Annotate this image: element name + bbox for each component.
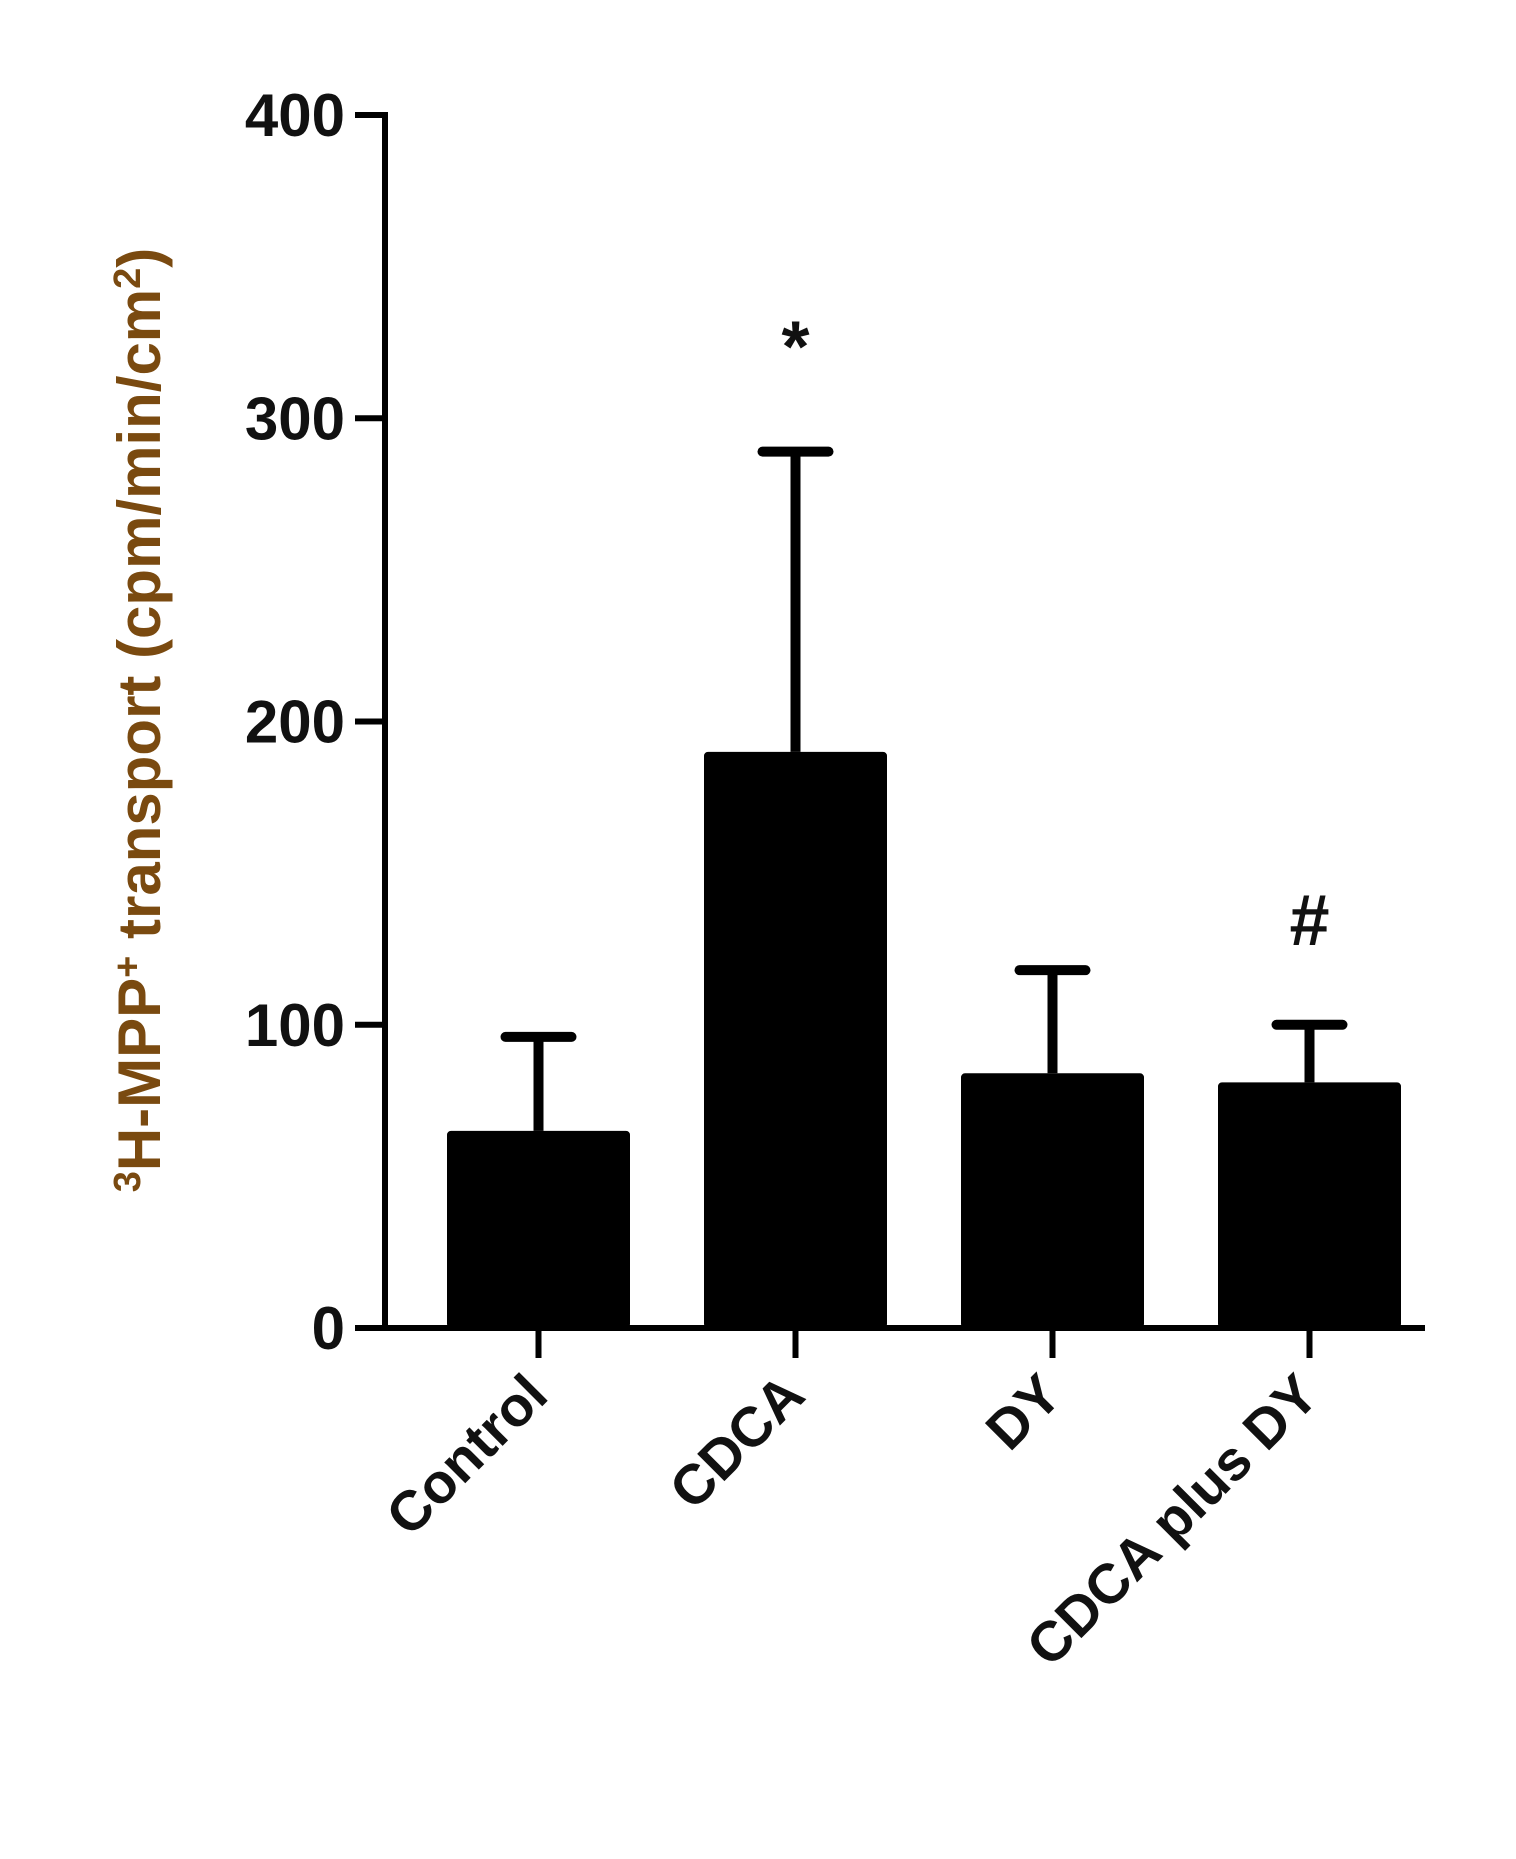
y-axis-label-superscript-plus: + [107, 956, 149, 978]
y-axis-label-compound: H-MPP [106, 978, 173, 1171]
y-axis-label-main: transport (cpm/min/cm [106, 289, 173, 956]
bar-1 [704, 751, 887, 1328]
x-tick-label-0: Control [374, 1362, 559, 1547]
x-tick-label-2: DY [973, 1362, 1073, 1462]
bar-0 [447, 1130, 630, 1328]
x-tick-label-1: CDCA [657, 1362, 816, 1521]
y-axis-label-group: 3H-MPP+ transport (cpm/min/cm2) [106, 248, 173, 1193]
annotation-1: * [781, 308, 809, 388]
y-axis-label-superscript-3: 3 [107, 1171, 149, 1192]
y-axis-label-superscript-2: 2 [107, 268, 149, 289]
bar-2 [961, 1073, 1144, 1328]
y-tick-label-4: 400 [245, 82, 345, 149]
y-axis-label-close-paren: ) [106, 248, 173, 268]
y-tick-label-2: 200 [245, 689, 345, 756]
y-tick-label-0: 0 [312, 1295, 345, 1362]
y-tick-label-1: 100 [245, 992, 345, 1059]
annotation-3: # [1289, 881, 1329, 961]
y-tick-label-3: 300 [245, 385, 345, 452]
y-axis-label: 3H-MPP+ transport (cpm/min/cm2) [106, 248, 173, 1193]
bar-3 [1218, 1082, 1401, 1328]
